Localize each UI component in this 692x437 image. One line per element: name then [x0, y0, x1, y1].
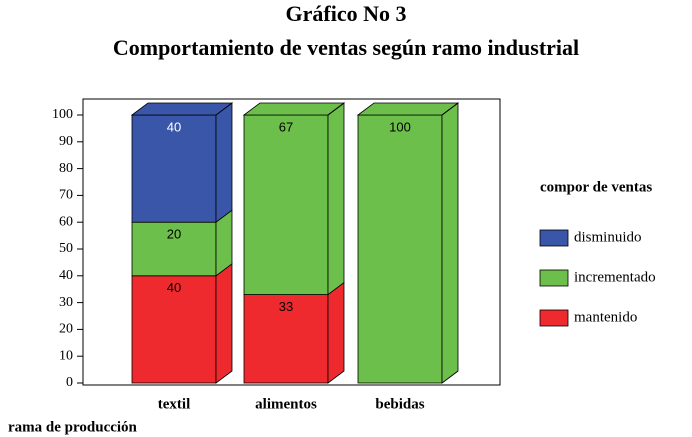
value-label: 40 [167, 119, 181, 134]
legend-swatch [539, 309, 569, 327]
bar-side [441, 102, 459, 116]
y-tick-label: 20 [59, 322, 73, 337]
value-label: 33 [279, 299, 293, 314]
legend-label: mantenido [574, 309, 637, 325]
y-tick-label: 100 [52, 107, 73, 122]
bar-side [327, 281, 345, 384]
y-tick-label: 80 [59, 161, 73, 176]
plot-frame [82, 98, 501, 386]
y-tick-label: 30 [59, 295, 73, 310]
bar-side [215, 262, 233, 384]
x-axis-label: rama de producción [8, 419, 138, 435]
y-tick-label: 50 [59, 241, 73, 256]
x-tick-label: alimentos [255, 396, 317, 412]
legend-title: compor de ventas [540, 179, 652, 195]
bar-segment [243, 294, 329, 384]
legend-label: disminuido [574, 229, 642, 245]
y-tick-label: 40 [59, 268, 73, 283]
y-tick-label: 10 [59, 348, 73, 363]
chart-title: Gráfico No 3 [286, 1, 407, 26]
chart-subtitle: Comportamiento de ventas según ramo indu… [113, 35, 579, 60]
y-tick-label: 60 [59, 214, 73, 229]
bar-side [441, 102, 459, 384]
bar-top [130, 102, 234, 116]
bar-segment [131, 275, 217, 384]
legend-swatch [539, 269, 569, 287]
y-tick-label: 70 [59, 188, 73, 203]
bar-top [356, 102, 460, 116]
value-label: 100 [389, 119, 411, 134]
legend-label: incrementado [574, 269, 656, 285]
bar-segment [243, 114, 329, 295]
bar-side [327, 102, 345, 296]
x-tick-label: textil [158, 396, 190, 412]
bar-top [242, 102, 346, 116]
bar-segment [131, 114, 217, 223]
y-tick-label: 90 [59, 134, 73, 149]
legend-swatch [539, 229, 569, 247]
bar-side [215, 102, 233, 223]
bar-side [327, 102, 345, 116]
x-tick-label: bebidas [375, 396, 424, 412]
y-tick-label: 0 [66, 375, 73, 390]
value-label: 67 [279, 119, 293, 134]
value-label: 20 [167, 227, 181, 242]
value-label: 40 [167, 280, 181, 295]
bar-segment [357, 114, 443, 384]
